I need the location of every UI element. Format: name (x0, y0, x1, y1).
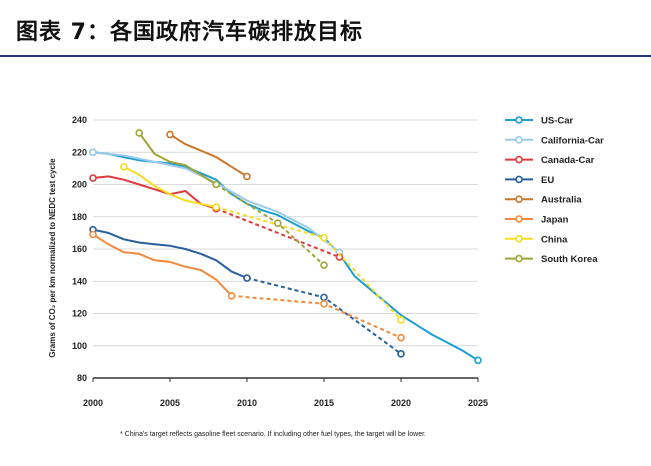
legend-swatch-marker (515, 195, 523, 203)
legend-label: Australia (541, 195, 582, 206)
footnote: * China's target reflects gasoline fleet… (120, 431, 426, 438)
y-tick-label: 160 (72, 244, 87, 254)
legend-label: EU (541, 175, 554, 186)
y-tick-label: 200 (72, 180, 87, 190)
data-point-australia (166, 130, 174, 139)
target-line-south-korea (215, 183, 325, 266)
legend-item-south-korea: South Korea (505, 254, 598, 265)
data-point-canada-car (89, 174, 97, 182)
data-point-japan (89, 230, 97, 239)
data-point-australia (243, 172, 251, 181)
data-point-eu (397, 350, 405, 358)
legend-swatch-marker (515, 155, 523, 164)
legend-label: California-Car (541, 135, 604, 146)
legend-item-eu: EU (505, 175, 554, 186)
data-point-california-car (89, 148, 97, 157)
legend-item-canada-car: Canada-Car (505, 155, 595, 166)
series-line-canada-car (92, 175, 218, 210)
legend-swatch-marker (515, 116, 523, 124)
legend: US-Car California-Car Canada-Car EU Australi… (505, 116, 604, 265)
legend-swatch-marker (515, 136, 523, 144)
target-line-canada-car (215, 207, 340, 259)
y-tick-label: 180 (72, 212, 87, 222)
series-line-eu (92, 228, 248, 279)
data-point-china (397, 316, 405, 324)
legend-item-australia: Australia (505, 195, 582, 206)
x-tick-label: 2010 (237, 398, 257, 408)
data-point-china (212, 203, 220, 211)
data-point-eu (320, 293, 328, 302)
legend-item-us-car: US-Car (505, 116, 574, 127)
data-point-south-korea (273, 219, 282, 227)
legend-swatch-marker (515, 235, 523, 243)
series-line-australia (169, 133, 248, 178)
y-tick-label: 220 (72, 147, 87, 157)
data-point-eu (243, 274, 251, 282)
page-title: 图表 7：各国政府汽车碳排放目标 (16, 20, 363, 45)
data-point-japan (320, 300, 328, 308)
legend-label: US-Car (541, 116, 574, 127)
legend-item-california-car: California-Car (505, 135, 604, 146)
y-tick-label: 120 (72, 309, 87, 319)
y-tick-label: 100 (72, 341, 87, 351)
target-line-eu (246, 277, 402, 355)
x-tick-label: 2020 (391, 398, 411, 408)
data-point-south-korea (135, 129, 143, 137)
legend-label: Canada-Car (541, 155, 595, 166)
series-line-california-car (92, 151, 341, 254)
y-tick-label: 80 (77, 373, 87, 383)
data-point-japan (227, 291, 236, 300)
x-tick-label: 2015 (314, 398, 334, 408)
legend-label: China (541, 234, 568, 245)
target-line-japan (231, 294, 402, 339)
data-point-china (320, 233, 328, 242)
y-axis-label: Grams of CO₂ per km normalized to NEDC t… (48, 158, 57, 358)
gridlines (93, 119, 478, 347)
x-tick-label: 2025 (468, 398, 488, 408)
series-line-china (122, 165, 218, 209)
legend-swatch-marker (515, 254, 523, 263)
title-underline (0, 55, 651, 57)
data-point-south-korea (212, 180, 220, 189)
legend-swatch-marker (515, 215, 523, 223)
legend-swatch-marker (515, 175, 523, 184)
legend-label: South Korea (541, 254, 598, 265)
axes: 80 100 120 140 160 180 200 220 240 2000 2005 2010 20… (72, 115, 488, 408)
data-point-japan (397, 333, 405, 342)
y-tick-label: 240 (72, 115, 87, 125)
data-point-south-korea (320, 261, 328, 269)
legend-item-japan: Japan (505, 215, 569, 226)
x-tick-label: 2000 (83, 398, 103, 408)
data-point-china (120, 162, 128, 171)
x-tick-label: 2005 (160, 398, 180, 408)
series-line-south-korea (138, 131, 218, 186)
legend-label: Japan (541, 215, 569, 226)
y-tick-label: 140 (72, 276, 87, 286)
series-lines (89, 129, 482, 365)
data-point-us-car (474, 356, 482, 365)
series-line-japan (92, 233, 233, 297)
legend-item-china: China (505, 234, 568, 245)
